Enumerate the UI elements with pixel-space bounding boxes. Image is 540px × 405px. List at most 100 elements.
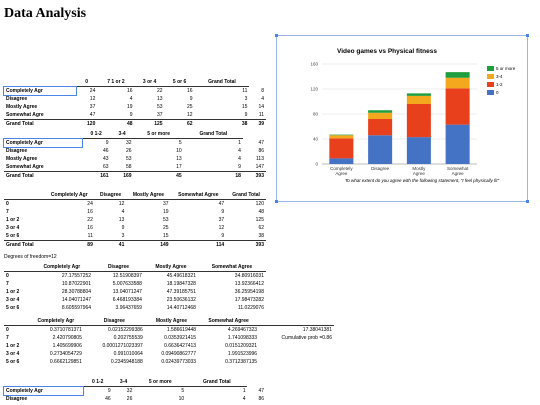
table-cell[interactable]: 15 xyxy=(241,104,248,110)
table-cell[interactable]: 9 xyxy=(121,225,125,231)
row-label[interactable]: Disagree xyxy=(6,396,28,402)
table-cell[interactable]: 14.40712468 xyxy=(166,305,196,311)
table-cell[interactable]: 114 xyxy=(170,240,227,249)
table-cell[interactable]: 47 xyxy=(258,139,264,146)
table-cell[interactable]: 41 xyxy=(94,240,127,249)
table-cell[interactable] xyxy=(259,358,334,366)
table-cell[interactable]: 17.38041381 xyxy=(302,327,332,333)
row-label[interactable]: Mostly Agree xyxy=(6,156,38,162)
resize-handle[interactable] xyxy=(526,34,529,37)
row-label[interactable]: Completely Agr xyxy=(3,137,83,148)
row-label[interactable]: 5 or 6 xyxy=(6,359,20,365)
table-cell[interactable]: 47 xyxy=(89,112,96,118)
table-cell[interactable]: 46 xyxy=(102,148,109,154)
table-cell[interactable]: 1 xyxy=(238,140,241,146)
table-cell[interactable]: 9 xyxy=(244,112,248,118)
row-label[interactable]: 7 xyxy=(6,281,9,287)
table-cell[interactable]: 46 xyxy=(105,396,111,402)
table-cell[interactable]: 45 xyxy=(133,171,184,180)
table-cell[interactable]: 16 xyxy=(127,88,133,94)
table-cell[interactable]: 14 xyxy=(258,104,264,110)
table-cell[interactable]: 17 xyxy=(176,164,182,170)
table-cell[interactable]: 38 xyxy=(194,119,250,128)
table-cell[interactable]: 37 xyxy=(89,104,96,110)
row-label[interactable]: 3 or 4 xyxy=(6,351,20,357)
table-cell[interactable]: 120 xyxy=(76,119,98,128)
table-cell[interactable]: 12 xyxy=(218,225,225,231)
table-cell[interactable]: 26 xyxy=(126,396,133,402)
table-cell[interactable]: 37 xyxy=(162,201,169,207)
table-cell[interactable]: 62 xyxy=(258,225,264,231)
table-cell[interactable]: 10 xyxy=(176,148,182,154)
table-cell[interactable]: 147 xyxy=(255,164,264,170)
table-cell[interactable]: 9 xyxy=(107,388,111,394)
table-cell[interactable]: 4 xyxy=(129,96,133,102)
table-cell[interactable]: 62 xyxy=(164,119,195,128)
table-cell[interactable]: 149 xyxy=(126,240,171,249)
table-cell[interactable] xyxy=(259,350,334,358)
resize-handle[interactable] xyxy=(526,200,529,203)
table-cell[interactable]: 8 xyxy=(261,87,264,94)
table-cell[interactable]: 17.98473282 xyxy=(234,297,264,303)
table-cell[interactable]: 0.09490862777 xyxy=(161,351,197,357)
table-cell[interactable]: 53 xyxy=(126,156,132,162)
table-cell[interactable]: 0.02439773033 xyxy=(161,359,197,365)
table-cell[interactable]: 1.991523996 xyxy=(227,351,258,357)
row-label[interactable]: 0 xyxy=(6,273,9,279)
table-cell[interactable]: 9 xyxy=(105,140,109,146)
table-cell[interactable]: 36.25954198 xyxy=(234,289,264,295)
table-cell[interactable]: 34.80916031 xyxy=(234,273,264,279)
row-label[interactable]: 7 xyxy=(6,335,9,341)
table-cell[interactable]: 22 xyxy=(87,217,93,223)
table-cell[interactable]: 37 xyxy=(218,217,225,223)
row-label[interactable]: Mostly Agree xyxy=(6,104,38,110)
row-label[interactable]: Grand Total xyxy=(4,171,82,180)
row-label[interactable]: 1 or 2 xyxy=(6,289,20,295)
row-label[interactable]: 3 or 4 xyxy=(6,225,20,231)
table-cell[interactable]: 9 xyxy=(221,209,225,215)
row-label[interactable]: 1 or 2 xyxy=(6,217,20,223)
row-label[interactable]: 5 or 6 xyxy=(6,305,20,311)
table-cell[interactable]: 4.269467323 xyxy=(227,327,258,333)
table-cell[interactable]: 48 xyxy=(258,209,264,215)
table-cell[interactable]: 0.3710781371 xyxy=(49,327,82,333)
row-label[interactable]: 3 or 4 xyxy=(6,297,20,303)
table-cell[interactable]: 89 xyxy=(43,240,95,249)
row-label[interactable]: 0 xyxy=(6,201,9,207)
table-cell[interactable]: 12 xyxy=(118,201,125,207)
table-cell[interactable]: 11.0229076 xyxy=(237,305,264,311)
table-cell[interactable]: 0.02152299386 xyxy=(108,327,143,333)
table-cell[interactable]: 38 xyxy=(258,233,264,239)
table-cell[interactable]: 24 xyxy=(89,88,96,94)
table-cell[interactable]: 15 xyxy=(162,233,169,239)
table-cell[interactable]: 14.04071247 xyxy=(61,297,92,303)
table-cell[interactable]: 4 xyxy=(121,209,125,215)
row-label[interactable]: 7 xyxy=(6,209,9,215)
table-cell[interactable]: 12.51908397 xyxy=(112,273,142,279)
table-cell[interactable]: 18 xyxy=(183,171,243,180)
row-label[interactable]: Grand Total xyxy=(4,119,76,128)
table-cell[interactable]: 37 xyxy=(157,112,163,118)
row-label[interactable]: Disagree xyxy=(6,148,28,154)
table-cell[interactable]: 0.0353921415 xyxy=(164,335,197,341)
table-cell[interactable]: 1.586619448 xyxy=(166,327,197,333)
row-label[interactable]: Somewhat Agre xyxy=(6,112,44,118)
table-cell[interactable]: 58 xyxy=(126,164,132,170)
table-cell[interactable]: 0.6636427413 xyxy=(164,343,197,349)
table-cell[interactable]: 0.2345948188 xyxy=(110,359,143,365)
table-cell[interactable]: 13.92366412 xyxy=(234,281,264,287)
table-cell[interactable]: 86 xyxy=(258,148,264,154)
table-cell[interactable]: 43 xyxy=(102,156,109,162)
table-cell[interactable]: 8.605597964 xyxy=(61,305,92,311)
table-cell[interactable]: 0.2734054729 xyxy=(49,351,82,357)
table-cell[interactable]: 169 xyxy=(110,171,134,180)
table-cell[interactable]: 39 xyxy=(249,119,266,128)
table-cell[interactable]: 5 xyxy=(181,388,185,394)
table-cell[interactable]: 25 xyxy=(162,225,169,231)
table-cell[interactable]: 13.04071247 xyxy=(112,289,142,295)
table-cell[interactable]: 53 xyxy=(157,104,163,110)
table-cell[interactable]: 3 xyxy=(244,96,248,102)
table-cell[interactable]: 11 xyxy=(258,112,264,118)
table-cell[interactable]: 4 xyxy=(238,156,241,162)
table-cell[interactable]: 45.49618321 xyxy=(166,273,196,279)
